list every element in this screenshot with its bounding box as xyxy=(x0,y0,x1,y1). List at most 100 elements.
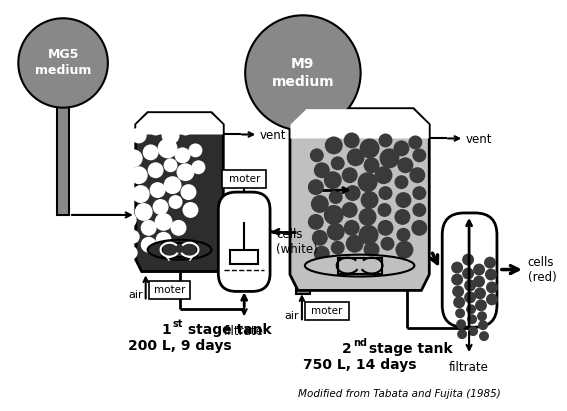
Bar xyxy=(230,250,258,263)
Circle shape xyxy=(477,311,487,321)
Circle shape xyxy=(149,122,163,136)
Circle shape xyxy=(311,195,329,213)
Circle shape xyxy=(162,127,180,144)
Circle shape xyxy=(344,220,359,236)
Circle shape xyxy=(393,141,409,156)
Circle shape xyxy=(397,157,413,173)
Circle shape xyxy=(345,185,361,201)
Circle shape xyxy=(168,195,183,209)
Text: vent: vent xyxy=(466,133,493,146)
Circle shape xyxy=(474,287,486,299)
Circle shape xyxy=(192,160,205,174)
Circle shape xyxy=(462,254,474,266)
Circle shape xyxy=(342,202,358,218)
Circle shape xyxy=(409,167,425,183)
Circle shape xyxy=(141,237,156,253)
Text: filtrate: filtrate xyxy=(449,361,489,374)
Bar xyxy=(57,106,69,215)
Bar xyxy=(305,302,349,320)
Text: st: st xyxy=(172,319,183,329)
Circle shape xyxy=(468,326,478,336)
Text: air: air xyxy=(284,311,299,321)
Circle shape xyxy=(329,190,342,204)
Circle shape xyxy=(245,15,361,131)
Circle shape xyxy=(132,185,150,203)
Circle shape xyxy=(379,134,392,148)
Text: 2: 2 xyxy=(342,342,352,356)
Circle shape xyxy=(150,182,166,198)
Circle shape xyxy=(130,166,147,184)
Circle shape xyxy=(314,246,330,262)
Text: stage tank: stage tank xyxy=(363,342,452,356)
Circle shape xyxy=(158,139,177,158)
Circle shape xyxy=(153,199,168,215)
Polygon shape xyxy=(136,113,223,134)
Bar xyxy=(222,170,266,188)
Circle shape xyxy=(396,228,411,242)
Circle shape xyxy=(363,242,379,258)
Text: vent: vent xyxy=(260,129,286,142)
Circle shape xyxy=(344,132,359,148)
Circle shape xyxy=(327,223,345,241)
Circle shape xyxy=(176,163,194,181)
Circle shape xyxy=(484,256,496,268)
FancyBboxPatch shape xyxy=(218,192,270,291)
Circle shape xyxy=(331,156,345,170)
Circle shape xyxy=(141,220,156,236)
Circle shape xyxy=(342,167,358,183)
Circle shape xyxy=(395,192,412,208)
Circle shape xyxy=(375,166,392,184)
Circle shape xyxy=(310,148,324,162)
Circle shape xyxy=(359,225,379,245)
Circle shape xyxy=(124,246,138,260)
Circle shape xyxy=(452,286,464,298)
Circle shape xyxy=(358,172,378,192)
Circle shape xyxy=(325,136,342,155)
Circle shape xyxy=(412,203,426,217)
Ellipse shape xyxy=(147,240,211,260)
Circle shape xyxy=(456,319,466,329)
Bar xyxy=(338,258,382,274)
Circle shape xyxy=(116,141,130,155)
Circle shape xyxy=(464,279,476,291)
Text: nd: nd xyxy=(353,338,367,348)
Circle shape xyxy=(359,139,379,158)
Text: cells
(white): cells (white) xyxy=(276,228,318,256)
Circle shape xyxy=(155,232,172,248)
Circle shape xyxy=(361,191,379,209)
Circle shape xyxy=(451,274,463,286)
Text: stage tank: stage tank xyxy=(184,323,272,337)
Circle shape xyxy=(486,282,498,293)
Text: cells
(red): cells (red) xyxy=(528,256,557,284)
Circle shape xyxy=(478,320,488,330)
Circle shape xyxy=(183,202,198,218)
Circle shape xyxy=(314,162,330,178)
Circle shape xyxy=(462,268,474,279)
Circle shape xyxy=(155,213,172,231)
Circle shape xyxy=(395,241,413,259)
Circle shape xyxy=(412,220,428,236)
Circle shape xyxy=(18,18,108,108)
Circle shape xyxy=(312,230,328,246)
Circle shape xyxy=(453,296,465,308)
Polygon shape xyxy=(290,109,429,139)
Circle shape xyxy=(395,175,408,189)
Circle shape xyxy=(451,262,463,274)
Circle shape xyxy=(180,184,196,200)
Circle shape xyxy=(473,275,485,287)
Circle shape xyxy=(125,149,143,167)
Text: 750 L, 14 days: 750 L, 14 days xyxy=(303,358,416,372)
Circle shape xyxy=(466,304,476,314)
Text: Modified from Tabata and Fujita (1985): Modified from Tabata and Fujita (1985) xyxy=(298,389,501,399)
Circle shape xyxy=(308,214,324,230)
Circle shape xyxy=(395,209,411,225)
Circle shape xyxy=(175,148,191,163)
Circle shape xyxy=(115,177,131,193)
Circle shape xyxy=(331,241,345,255)
Circle shape xyxy=(455,308,465,318)
Circle shape xyxy=(126,230,139,244)
Ellipse shape xyxy=(305,255,414,277)
Circle shape xyxy=(464,291,476,303)
Circle shape xyxy=(378,220,393,236)
Circle shape xyxy=(131,127,147,143)
